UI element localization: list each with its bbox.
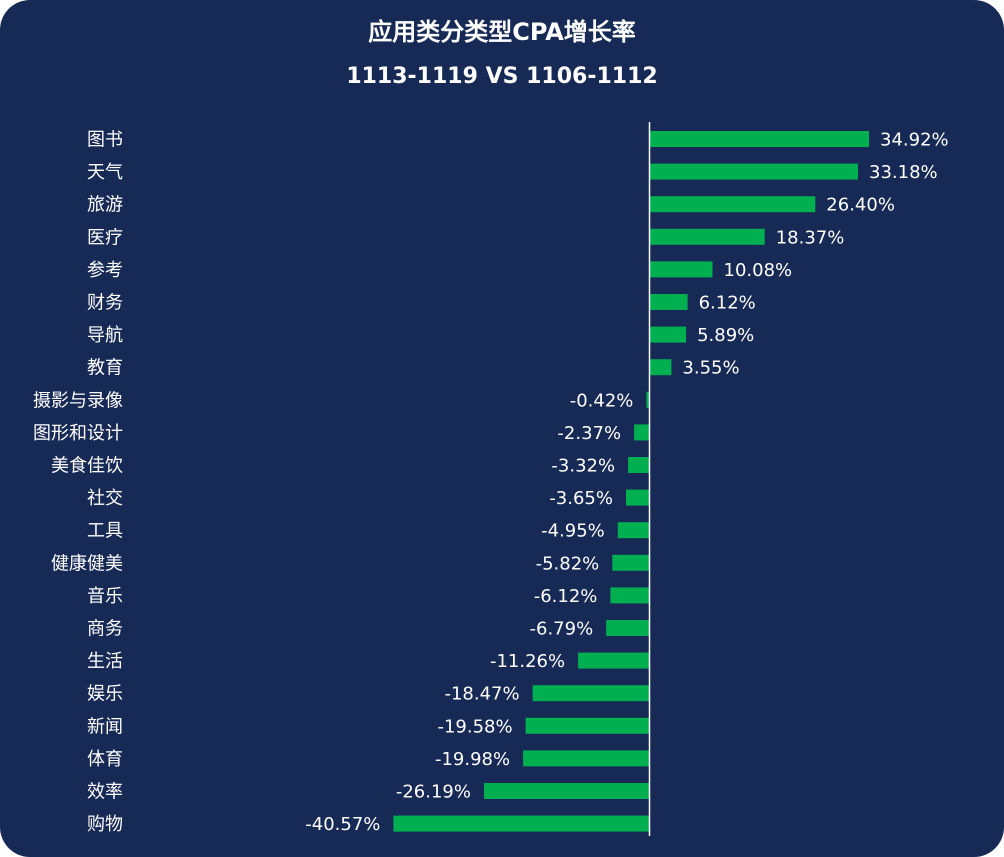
category-label: 效率 (87, 782, 123, 803)
bar-14 (612, 554, 649, 571)
value-label: -2.37% (557, 423, 621, 444)
chart-title: 应用类分类型CPA增长率 (368, 18, 636, 46)
category-label: 音乐 (87, 586, 123, 607)
bar-10 (634, 424, 649, 441)
category-label: 医疗 (87, 227, 123, 248)
value-label: 26.40% (826, 195, 895, 216)
value-label: -19.98% (435, 749, 510, 770)
value-label: -0.42% (570, 390, 634, 411)
value-label: 33.18% (869, 162, 938, 183)
value-label: -4.95% (541, 521, 605, 542)
bar-15 (610, 587, 649, 604)
category-label: 购物 (87, 814, 123, 835)
category-label: 导航 (87, 325, 123, 346)
bar-2 (649, 163, 858, 180)
value-label: -26.19% (396, 782, 471, 803)
value-label: 34.92% (880, 130, 949, 151)
bar-20 (523, 750, 649, 767)
value-label: 6.12% (699, 293, 756, 314)
category-label: 社交 (87, 488, 123, 509)
bar-11 (628, 457, 649, 473)
value-label: 18.37% (776, 227, 845, 248)
bar-7 (649, 326, 687, 343)
bar-8 (649, 359, 672, 376)
bar-4 (649, 228, 765, 245)
category-label: 财务 (87, 293, 123, 314)
bar-18 (532, 685, 649, 702)
value-label: -19.58% (437, 716, 512, 737)
bar-1 (649, 131, 869, 147)
category-label: 图形和设计 (33, 423, 123, 444)
category-label: 工具 (87, 521, 123, 542)
bar-19 (525, 717, 649, 734)
value-label: 3.55% (682, 358, 739, 379)
category-label: 生活 (87, 651, 123, 672)
bar-21 (484, 783, 649, 799)
bar-9 (646, 391, 649, 408)
category-label: 美食佳饮 (51, 456, 123, 477)
value-label: -6.12% (534, 586, 598, 607)
bar-6 (649, 294, 688, 310)
category-label: 教育 (87, 358, 123, 379)
bar-5 (649, 261, 713, 278)
value-label: -3.65% (549, 488, 613, 509)
bar-22 (393, 815, 649, 832)
value-label: -40.57% (305, 814, 380, 835)
bar-16 (606, 620, 649, 636)
value-label: -11.26% (490, 651, 565, 672)
value-label: -18.47% (444, 684, 519, 705)
bar-17 (578, 652, 649, 669)
category-label: 娱乐 (87, 684, 123, 705)
value-label: 5.89% (697, 325, 754, 346)
category-label: 健康健美 (51, 553, 123, 574)
category-label: 摄影与录像 (33, 390, 123, 411)
bar-3 (649, 196, 816, 213)
chart-subtitle: 1113-1119 VS 1106-1112 (346, 64, 658, 89)
value-label: -5.82% (536, 553, 600, 574)
value-label: -3.32% (551, 456, 615, 477)
category-label: 新闻 (87, 716, 123, 737)
category-label: 旅游 (87, 195, 123, 216)
category-label: 图书 (87, 130, 123, 151)
bar-13 (617, 522, 649, 539)
value-label: -6.79% (530, 619, 594, 640)
category-label: 天气 (87, 162, 123, 183)
category-label: 参考 (87, 260, 123, 281)
bar-12 (626, 489, 649, 506)
category-label: 体育 (87, 749, 123, 770)
value-label: 10.08% (724, 260, 793, 281)
category-label: 商务 (87, 619, 123, 640)
